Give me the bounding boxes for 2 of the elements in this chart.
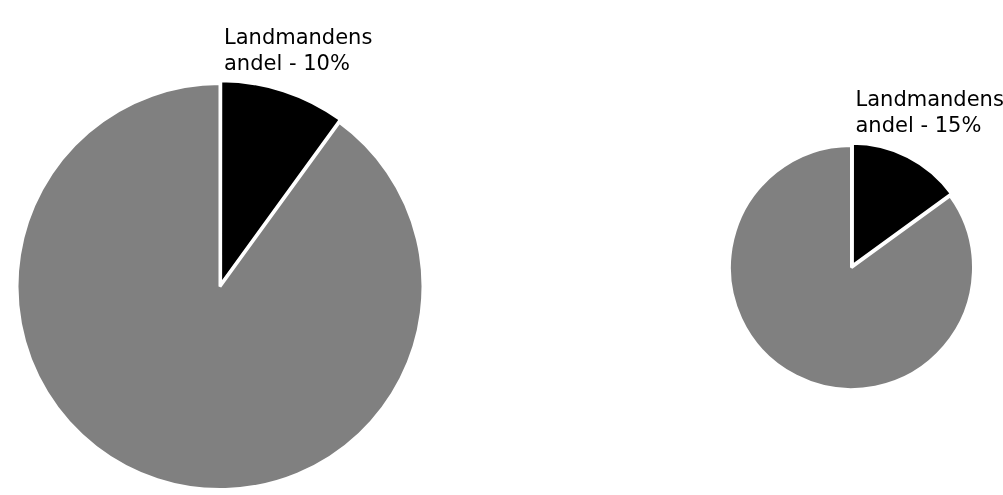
slice-label: Landmandens andel - 15%: [855, 86, 1003, 137]
slice-label: Landmandens andel - 10%: [224, 24, 373, 75]
